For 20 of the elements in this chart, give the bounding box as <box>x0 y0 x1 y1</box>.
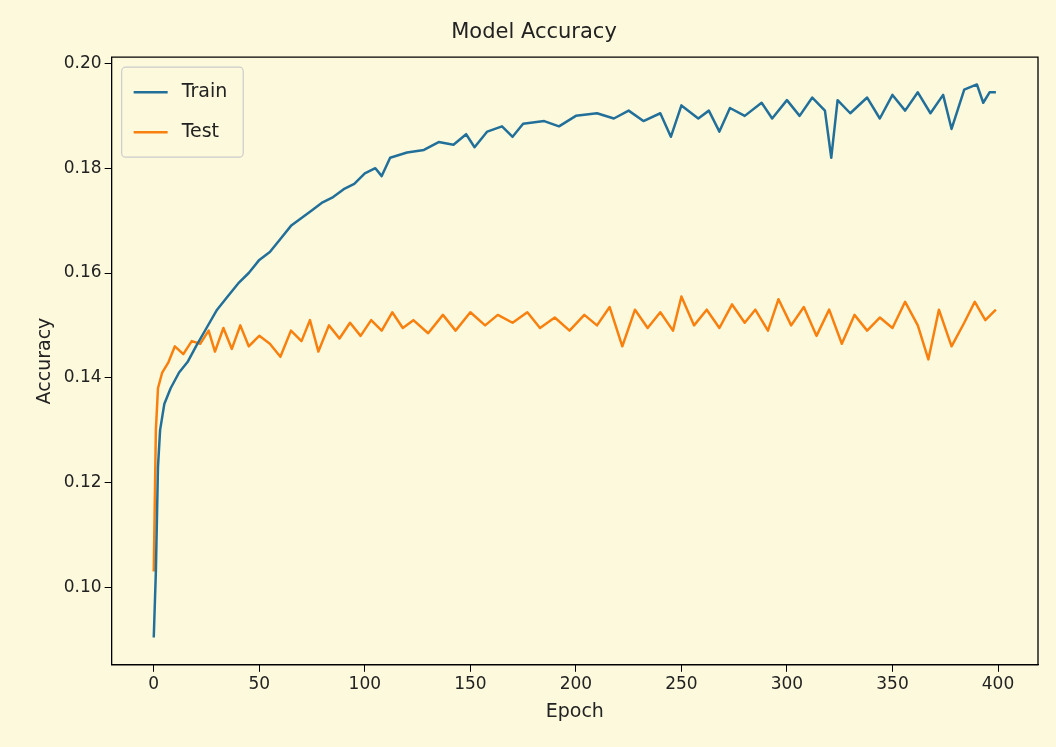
y-tick-label: 0.14 <box>63 366 102 387</box>
y-tick-label: 0.18 <box>63 156 102 177</box>
chart-title: Model Accuracy <box>451 19 617 44</box>
x-tick-label: 400 <box>981 673 1015 694</box>
x-tick-label: 250 <box>665 673 698 694</box>
y-tick-label: 0.10 <box>63 575 102 596</box>
x-tick-label: 200 <box>559 673 593 694</box>
legend-label: Test <box>180 119 220 142</box>
x-tick-label: 50 <box>248 673 271 694</box>
y-tick-label: 0.12 <box>63 470 102 491</box>
y-tick-label: 0.20 <box>63 51 102 72</box>
x-tick-label: 300 <box>770 673 804 694</box>
y-axis-title: Accuracy <box>32 317 55 405</box>
x-tick-label: 100 <box>348 673 382 694</box>
x-axis-title: Epoch <box>545 698 604 721</box>
x-tick-label: 150 <box>454 673 487 694</box>
legend-label: Train <box>180 79 228 102</box>
x-tick-label: 0 <box>148 673 160 694</box>
y-tick-label: 0.16 <box>63 261 102 282</box>
x-tick-label: 350 <box>876 673 909 694</box>
